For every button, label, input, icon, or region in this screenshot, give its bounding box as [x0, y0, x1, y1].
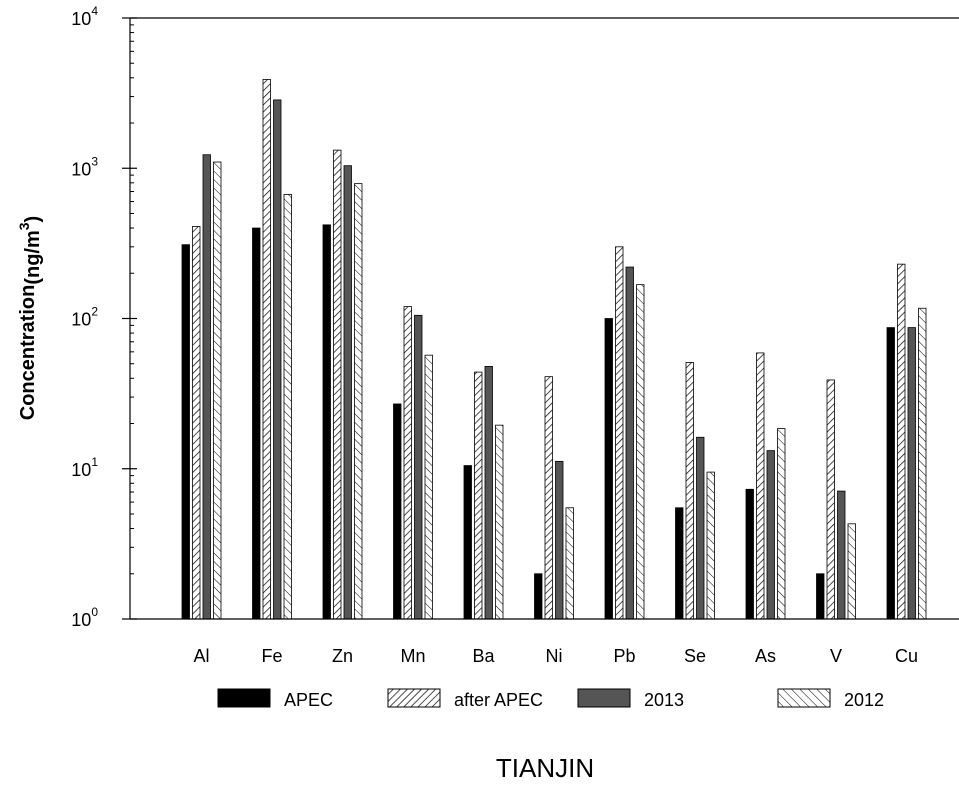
bar-zn-2012: [354, 183, 363, 620]
bar-v-apec: [816, 573, 825, 620]
bar-mn-after-apec: [403, 306, 412, 620]
bar-zn-after-apec: [333, 149, 342, 620]
bar-ni-after-apec: [544, 376, 553, 620]
y-tick-exponent: 0: [91, 605, 98, 619]
x-tick-label: Ba: [472, 646, 495, 666]
y-axis-title: Concentration(ng/m3): [16, 216, 44, 420]
y-tick-exponent: 3: [91, 154, 98, 168]
bar-zn-2013: [343, 165, 352, 620]
y-tick-label: 101: [71, 455, 98, 480]
bar-as-apec: [745, 488, 754, 620]
y-tick-exponent: 4: [91, 4, 98, 18]
y-tick-exponent: 2: [91, 305, 98, 319]
bar-ni-apec: [534, 573, 543, 620]
x-tick-label: Al: [193, 646, 209, 666]
footer-caption: TIANJIN: [496, 753, 594, 783]
bar-al-2012: [213, 161, 222, 620]
x-tick-label: V: [830, 646, 842, 666]
legend: APEC after APEC 2013 2012: [217, 688, 884, 710]
legend-label-after-apec: after APEC: [454, 690, 543, 710]
bar-as-2012: [777, 428, 786, 620]
bar-zn-apec: [322, 224, 331, 620]
bar-se-after-apec: [685, 362, 694, 620]
y-axis-unit: (ng/m: [22, 230, 44, 284]
bar-se-apec: [675, 507, 684, 620]
y-tick-label: 103: [71, 154, 98, 179]
y-axis-unit-close: ): [22, 216, 44, 223]
x-tick-label: As: [755, 646, 776, 666]
bar-al-2013: [202, 154, 211, 620]
x-tick-label: Zn: [332, 646, 353, 666]
x-tick-label: Se: [684, 646, 706, 666]
bar-ni-2013: [555, 460, 564, 620]
y-tick-exponent: 1: [91, 455, 98, 469]
bar-pb-apec: [604, 318, 613, 620]
x-tick-label: Pb: [613, 646, 635, 666]
bar-pb-after-apec: [615, 246, 624, 620]
axes-layer: [122, 17, 959, 620]
bar-ba-after-apec: [474, 371, 483, 620]
bar-fe-2013: [273, 99, 282, 620]
bar-v-2013: [837, 490, 846, 620]
bar-al-after-apec: [192, 226, 201, 620]
legend-swatch-apec: [217, 688, 271, 708]
x-tick-label: Ni: [546, 646, 563, 666]
legend-label-2012: 2012: [844, 690, 884, 710]
bar-v-2012: [847, 523, 856, 620]
legend-swatch-2012: [777, 688, 831, 708]
bar-cu-2012: [918, 307, 927, 620]
bar-as-after-apec: [756, 352, 765, 620]
bar-al-apec: [181, 244, 190, 620]
bar-se-2013: [696, 436, 705, 620]
bar-ba-2013: [484, 365, 493, 620]
y-tick-label: 100: [71, 605, 98, 630]
bars-layer: [181, 79, 927, 620]
legend-label-2013: 2013: [644, 690, 684, 710]
bar-fe-apec: [252, 227, 261, 620]
y-axis-title-text: Concentration: [17, 285, 39, 421]
x-tick-label: Cu: [895, 646, 918, 666]
bar-mn-2012: [424, 354, 433, 620]
bar-mn-2013: [414, 314, 423, 620]
bar-mn-apec: [393, 403, 402, 620]
bar-pb-2013: [625, 266, 634, 620]
legend-label-apec: APEC: [284, 690, 333, 710]
legend-swatch-after-apec: [387, 688, 441, 708]
y-axis-unit-exponent: 3: [16, 222, 32, 230]
legend-swatch-2013: [577, 688, 631, 708]
bar-fe-2012: [283, 193, 292, 620]
bar-ba-2012: [495, 424, 504, 620]
bar-fe-after-apec: [262, 79, 271, 620]
bar-cu-apec: [886, 327, 895, 620]
bar-cu-after-apec: [897, 263, 906, 620]
x-tick-label: Mn: [400, 646, 425, 666]
bar-ni-2012: [565, 507, 574, 620]
bar-as-2013: [766, 450, 775, 620]
bar-pb-2012: [636, 284, 645, 620]
bar-cu-2013: [907, 327, 916, 620]
bar-v-after-apec: [826, 379, 835, 620]
y-tick-label: 102: [71, 305, 98, 330]
bar-ba-apec: [463, 465, 472, 620]
bar-se-2012: [706, 471, 715, 620]
x-tick-label: Fe: [261, 646, 282, 666]
y-tick-label: 104: [71, 4, 98, 29]
